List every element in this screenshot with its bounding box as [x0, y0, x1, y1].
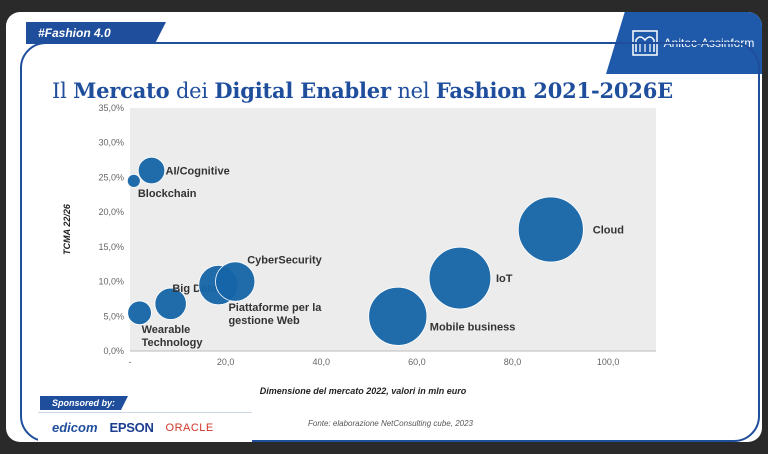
y-tick-label: 30,0% [98, 138, 124, 148]
sponsor-label: Sponsored by: [40, 396, 128, 410]
bubble-label: Cloud [593, 225, 624, 237]
y-tick-label: 15,0% [98, 242, 124, 252]
bubble-label: AI/Cognitive [166, 165, 230, 177]
source-note: Fonte: elaborazione NetConsulting cube, … [308, 419, 473, 428]
y-tick-label: 35,0% [98, 103, 124, 113]
bubble [126, 173, 141, 188]
x-tick-label: 40,0 [313, 357, 331, 367]
x-tick-label: 80,0 [504, 357, 522, 367]
edicom-logo: edicom [52, 420, 98, 435]
y-tick-label: 0,0% [103, 346, 124, 356]
bubble-label: Mobile business [430, 321, 516, 333]
title-part: Mercato [73, 78, 170, 103]
bubble-chart: 0,0% 5,0% 10,0% 15,0% 20,0% 25,0% 30,0% 35,0% 20… [62, 103, 656, 396]
sponsor-logos: edicom EPSON ORACLE [38, 412, 252, 442]
bubble-label: IoT [496, 273, 513, 285]
bubble-label: Wearable [142, 324, 191, 336]
x-tick-label: 100,0 [597, 357, 620, 367]
x-tick-label: 60,0 [408, 357, 426, 367]
x-axis-title: Dimensione del mercato 2022, valori in m… [260, 386, 467, 396]
title-part: dei [169, 79, 215, 103]
slide: #Fashion 4.0 Anitec-Assinform Il Mercato… [6, 12, 762, 442]
y-axis-title: TCMA 22/26 [62, 203, 72, 255]
bubble-label: Blockchain [138, 188, 197, 200]
bubble-label: Piattaforme per la [228, 302, 322, 314]
y-tick-label: 25,0% [98, 172, 124, 182]
bubble [428, 246, 492, 310]
x-tick-label: 20,0 [217, 357, 235, 367]
bubble [154, 287, 187, 320]
title-part: Il [52, 79, 74, 103]
title-part: Digital Enabler [214, 78, 391, 103]
bubble [517, 196, 584, 263]
title-part: nel [390, 79, 436, 103]
oracle-logo: ORACLE [165, 421, 214, 434]
bubble [137, 156, 166, 185]
epson-logo: EPSON [109, 420, 154, 435]
slide-title: Il Mercato dei Digital Enabler nel Fashi… [52, 78, 673, 103]
bubble [127, 300, 152, 326]
bubble [215, 261, 256, 302]
title-part: Fashion 2021-2026E [435, 78, 673, 103]
y-tick-label: 10,0% [98, 277, 124, 287]
bubble-label: gestione Web [228, 315, 300, 327]
bubble-label: Technology [142, 337, 204, 349]
hashtag-badge: #Fashion 4.0 [26, 22, 166, 44]
bubble [368, 286, 428, 346]
bubble-label: CyberSecurity [247, 255, 322, 267]
y-tick-label: 5,0% [103, 311, 124, 321]
x-tick-label-zero: - [129, 357, 132, 367]
y-tick-label: 20,0% [98, 207, 124, 217]
